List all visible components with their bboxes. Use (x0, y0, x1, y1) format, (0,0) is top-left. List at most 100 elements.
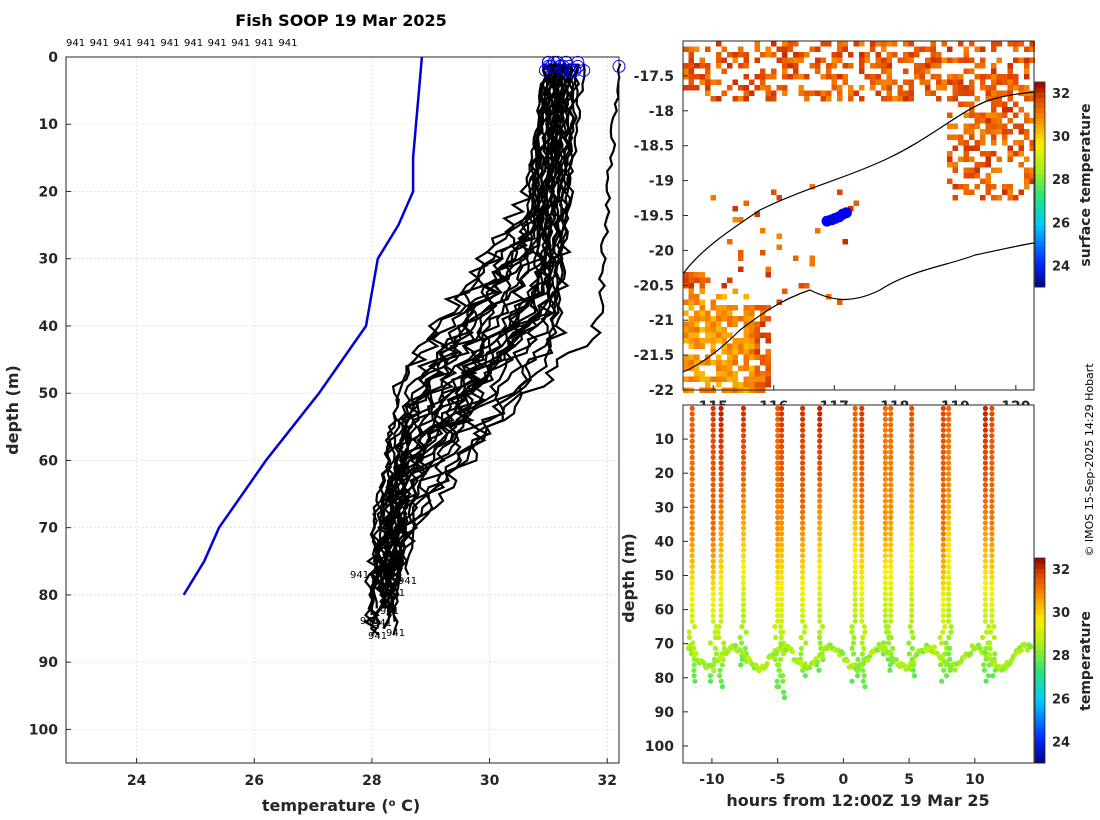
sst-cell (963, 140, 969, 146)
section-point (800, 591, 806, 597)
colorbar-swatch (1035, 251, 1045, 257)
section-point (940, 553, 946, 559)
colorbar-swatch (1035, 205, 1045, 211)
section-point (946, 596, 952, 602)
sst-cell (1029, 118, 1035, 124)
y-tick-label: -20.5 (634, 278, 674, 294)
section-point (852, 585, 858, 592)
sst-cell (760, 332, 766, 338)
section-point (859, 585, 865, 592)
sst-cell (798, 57, 804, 63)
colorbar-swatch (1035, 230, 1045, 237)
sst-cell (1024, 57, 1030, 63)
colorbar-swatch (1035, 179, 1045, 185)
sst-cell (738, 85, 744, 91)
sst-cell (958, 57, 964, 63)
colorbar-swatch (1035, 624, 1045, 631)
section-point (882, 553, 889, 559)
sst-cell (809, 261, 815, 267)
sst-cell (732, 371, 738, 377)
cruise-id-label: 941 (66, 38, 85, 49)
section-point (862, 684, 868, 690)
section-point (852, 574, 858, 581)
y-tick-label: -21 (649, 313, 674, 329)
colorbar-swatch (1035, 599, 1045, 605)
sst-cell (991, 90, 997, 96)
section-point (888, 585, 894, 592)
sst-cell (985, 90, 991, 96)
section-point (946, 487, 952, 493)
section-point (800, 525, 806, 532)
section-point (852, 482, 858, 488)
sst-cell (952, 123, 958, 129)
colorbar-swatch (1035, 92, 1045, 98)
section-point (882, 454, 889, 461)
section-point (909, 591, 915, 597)
y-tick-label: 0 (48, 50, 58, 66)
sst-cell (897, 96, 903, 102)
section-point (718, 607, 724, 613)
sst-cell (991, 123, 997, 129)
section-point (689, 476, 695, 482)
sst-cell (721, 365, 727, 371)
sst-cell (936, 74, 942, 80)
sst-cell (793, 255, 799, 261)
section-point (740, 574, 747, 581)
sst-cell (826, 74, 832, 80)
sst-cell (947, 151, 953, 157)
sst-cell (952, 74, 958, 80)
sst-cell (958, 140, 964, 146)
colorbar-swatch (1035, 711, 1045, 718)
section-point (888, 596, 894, 602)
section-point (691, 624, 698, 630)
section-point (800, 558, 806, 564)
sst-cell (974, 145, 980, 151)
section-point (798, 634, 804, 641)
sst-cell (969, 129, 975, 135)
section-point (882, 520, 889, 526)
section-point (859, 411, 865, 417)
section-point (800, 460, 806, 466)
sst-cell (991, 140, 997, 146)
sst-cell (743, 52, 749, 58)
sst-cell (716, 316, 722, 322)
sst-cell (782, 90, 788, 96)
sst-cell (694, 310, 700, 316)
section-point (689, 411, 695, 417)
sst-cell (699, 283, 705, 289)
sst-cell (1013, 101, 1019, 107)
section-point (817, 416, 823, 422)
section-point (740, 465, 747, 471)
section-point (989, 574, 995, 581)
sst-cell (727, 354, 733, 360)
section-point (888, 509, 894, 515)
section-point (740, 585, 747, 592)
sst-cell (1018, 85, 1024, 91)
sst-cell (914, 68, 920, 74)
x-tick-label: 26 (245, 773, 264, 789)
section-point (909, 520, 915, 526)
section-point (852, 580, 858, 586)
section-point (775, 405, 781, 411)
sst-cell (815, 46, 821, 52)
colorbar-swatch (1035, 604, 1045, 610)
section-point (733, 642, 739, 649)
section-point (911, 673, 918, 679)
sst-cell (716, 310, 722, 316)
section-point (817, 574, 823, 581)
sst-cell (749, 343, 755, 349)
section-point (940, 509, 946, 515)
y-tick-label: 40 (655, 534, 675, 550)
section-point (909, 471, 915, 477)
x-tick-label: 10 (965, 772, 985, 788)
section-point (780, 673, 786, 679)
sst-cell (952, 90, 958, 96)
section-point (718, 438, 724, 444)
section-point (800, 547, 806, 553)
section-point (888, 405, 894, 411)
sst-cell (952, 134, 958, 140)
section-background (683, 405, 1034, 763)
section-point (817, 613, 823, 619)
colorbar-swatch (1035, 675, 1045, 682)
section-point (888, 531, 894, 537)
